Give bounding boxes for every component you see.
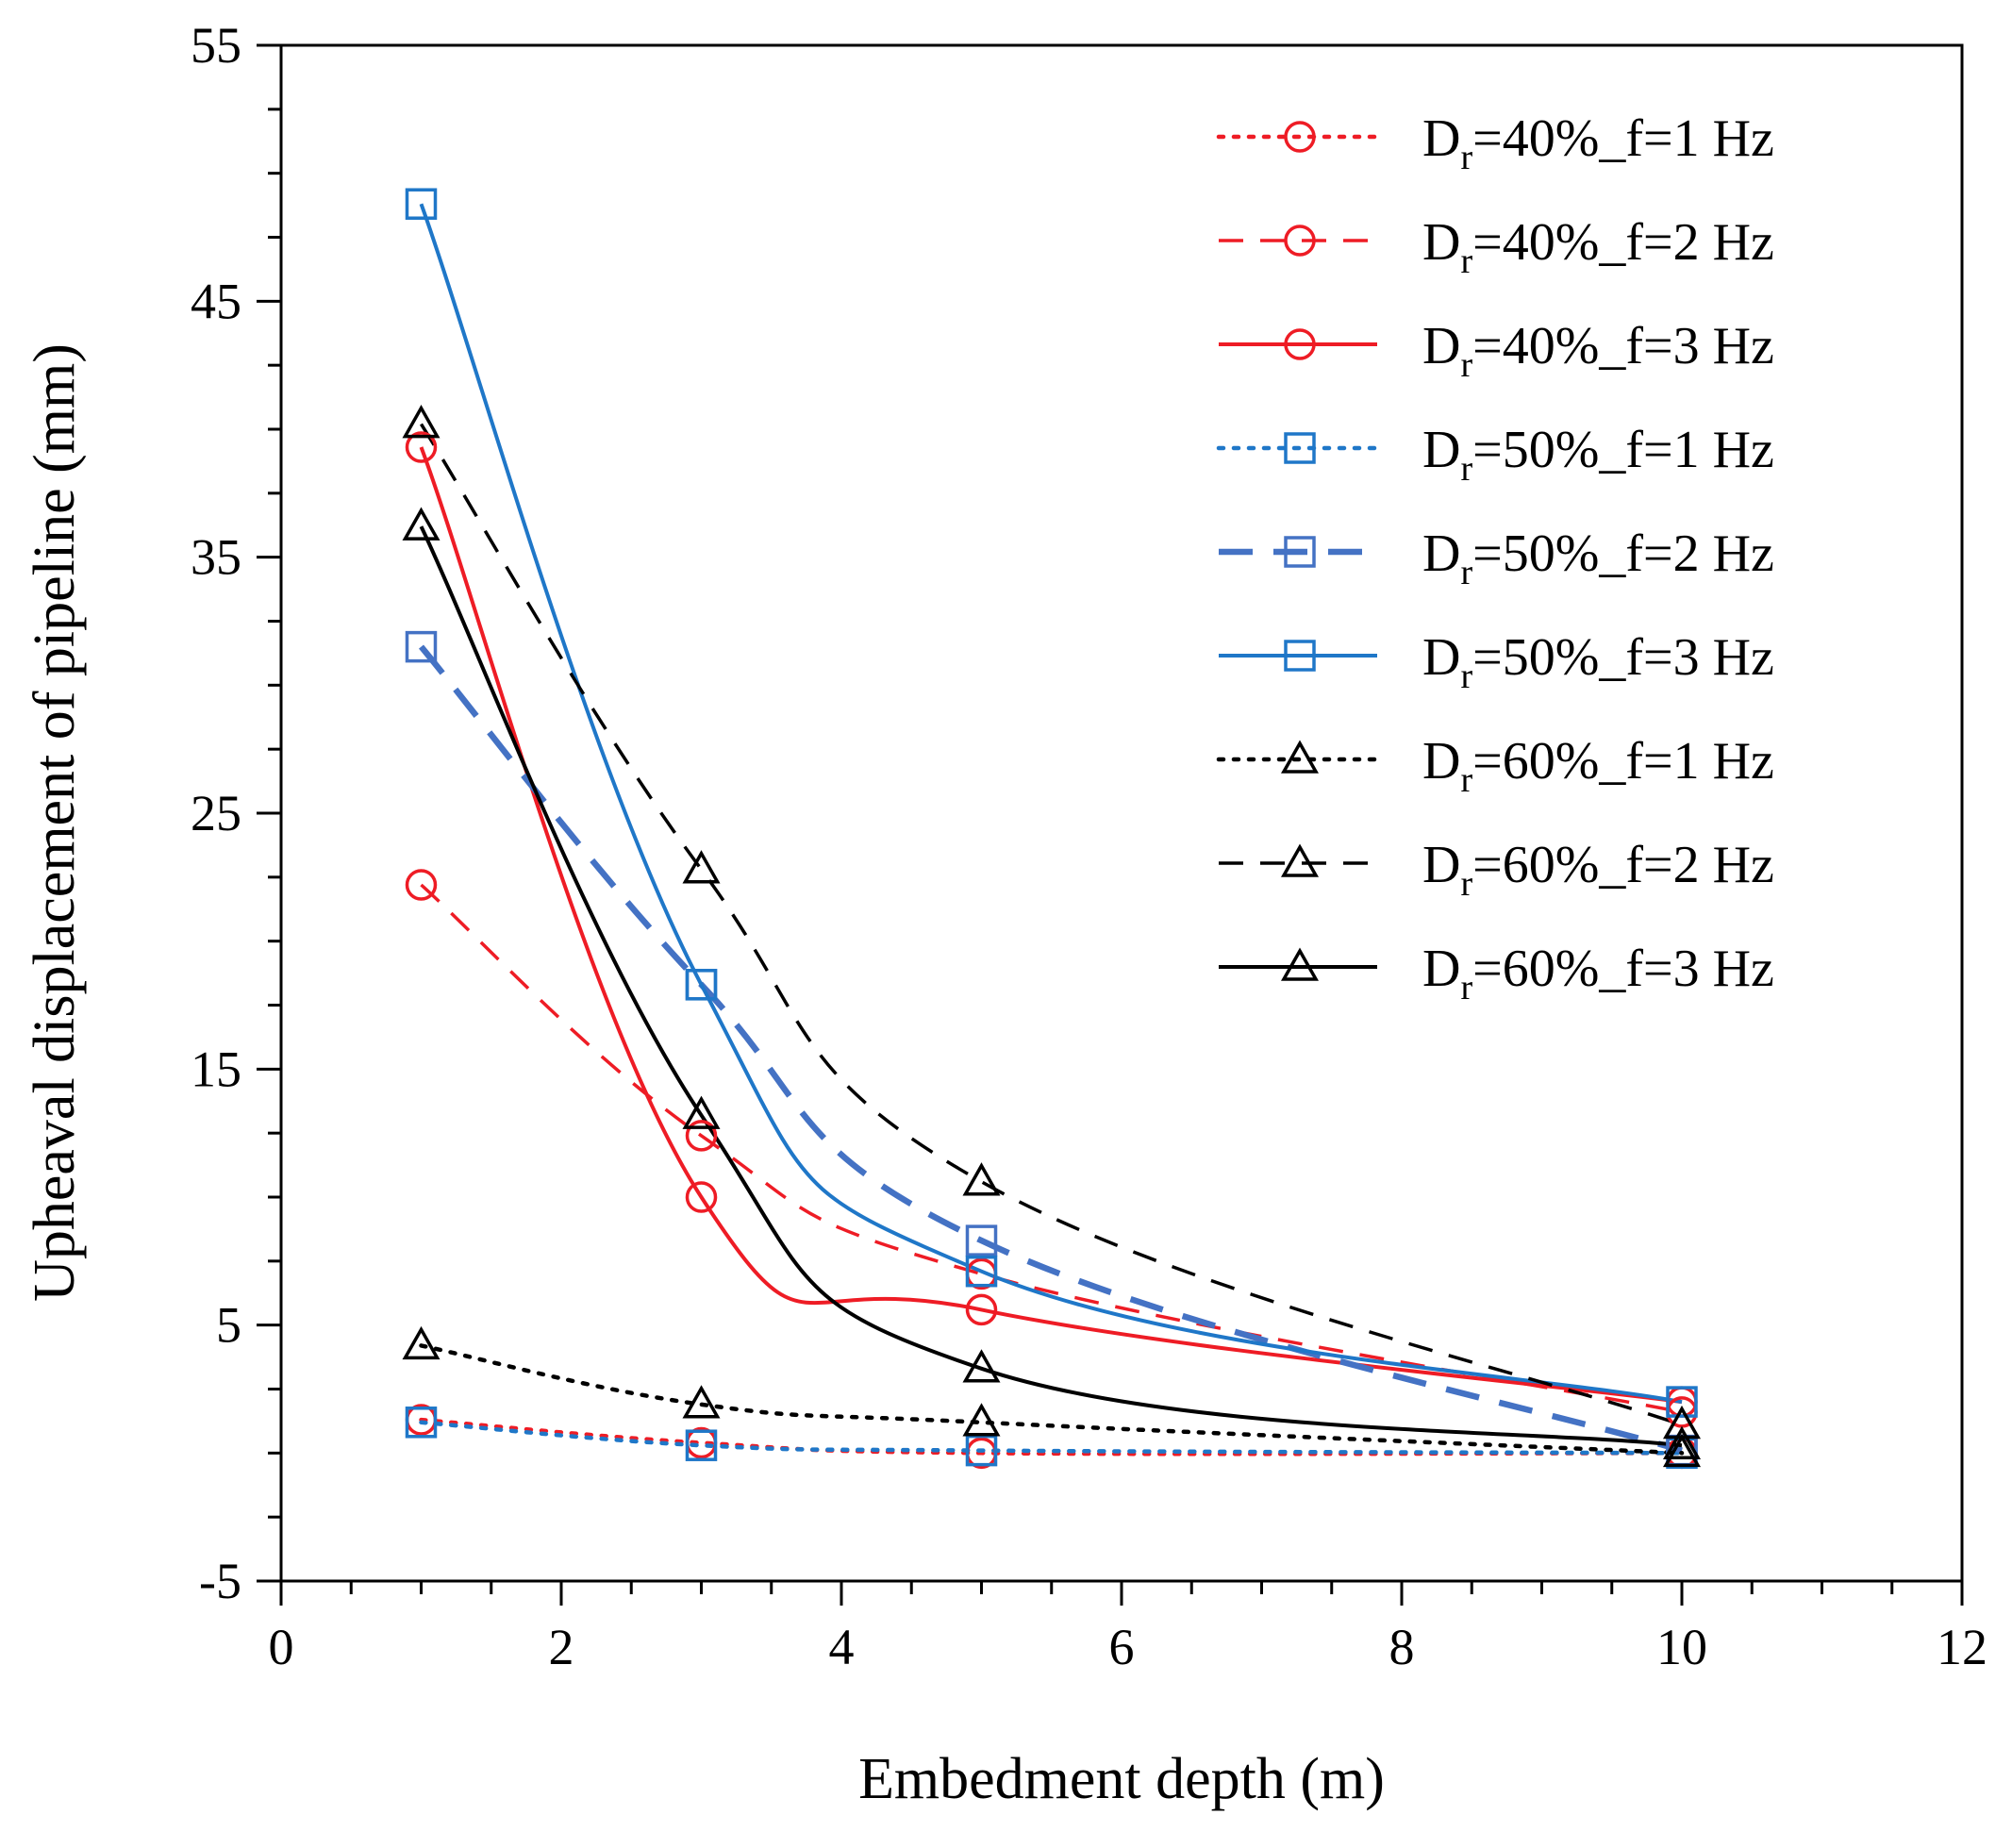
legend-marker-square xyxy=(1284,432,1316,464)
y-tick-label: 5 xyxy=(216,1297,241,1354)
data-point-triangle xyxy=(1662,1425,1702,1459)
data-point-triangle xyxy=(402,405,441,439)
x-tick-label: 10 xyxy=(1656,1619,1707,1675)
series-line-3 xyxy=(419,446,1683,1405)
x-axis-ticks: 0 2 4 6 8 10 12 xyxy=(269,1581,1987,1675)
data-point-triangle xyxy=(682,850,721,884)
legend-entry-label: Dr=40%_f=2 Hz xyxy=(1422,213,1774,281)
data-point-circle xyxy=(685,1181,718,1213)
series-line-5 xyxy=(418,644,1683,1454)
legend-marker-square xyxy=(1284,536,1316,568)
data-point-circle xyxy=(965,1293,998,1326)
legend-marker-triangle xyxy=(1280,843,1320,877)
data-point-square xyxy=(685,1429,718,1461)
legend: Dr=40%_f=1 Hz Dr=40%_f=2 Hz Dr=40%_f=3 Hz D… xyxy=(1216,109,1774,1007)
y-tick-label: 35 xyxy=(191,529,241,586)
data-point-square xyxy=(685,969,718,1001)
data-point-circle xyxy=(685,1120,718,1152)
data-point-triangle xyxy=(962,1403,1001,1437)
x-tick-label: 6 xyxy=(1109,1619,1135,1675)
x-tick-label: 4 xyxy=(829,1619,855,1675)
legend-entry-label: Dr=50%_f=1 Hz xyxy=(1422,421,1774,489)
legend-entry-label: Dr=40%_f=1 Hz xyxy=(1422,109,1774,177)
y-axis-ticks: -5 5 15 25 35 45 55 xyxy=(191,17,281,1609)
x-tick-label: 12 xyxy=(1937,1619,1987,1675)
data-point-triangle xyxy=(682,1385,721,1419)
series-line-7 xyxy=(419,1343,1685,1456)
data-point-triangle xyxy=(402,1325,441,1360)
legend-entry-label: Dr=50%_f=2 Hz xyxy=(1422,524,1774,592)
data-point-square xyxy=(965,1224,998,1257)
series-line-8 xyxy=(420,423,1683,1427)
data-point-triangle xyxy=(402,507,441,541)
legend-entry-label: Dr=60%_f=3 Hz xyxy=(1422,940,1774,1007)
legend-marker-circle xyxy=(1284,328,1316,360)
legend-marker-circle xyxy=(1284,225,1316,257)
x-tick-label: 8 xyxy=(1389,1619,1415,1675)
series-line-6 xyxy=(419,203,1683,1405)
data-point-square xyxy=(1666,1386,1698,1418)
y-tick-label: 15 xyxy=(191,1041,241,1097)
plot-area-frame xyxy=(279,43,1964,1583)
legend-marker-triangle xyxy=(1280,947,1320,981)
data-point-square xyxy=(405,630,438,663)
data-point-triangle xyxy=(682,1095,721,1129)
data-point-triangle xyxy=(1662,1405,1702,1440)
legend-entry-label: Dr=50%_f=3 Hz xyxy=(1422,628,1774,696)
data-point-square xyxy=(405,188,438,220)
x-axis-title: Embedment depth (m) xyxy=(858,1747,1385,1811)
data-point-circle xyxy=(405,431,438,463)
data-point-square xyxy=(965,1255,998,1288)
data-point-triangle xyxy=(1662,1433,1702,1468)
plot-markers xyxy=(402,188,1702,1470)
y-tick-label: 55 xyxy=(191,17,241,74)
y-tick-label: -5 xyxy=(199,1553,241,1609)
legend-entry-label: Dr=60%_f=1 Hz xyxy=(1422,732,1774,800)
legend-marker-circle xyxy=(1284,121,1316,153)
data-point-triangle xyxy=(962,1162,1001,1196)
y-axis-title: Upheaval displacement of pipeline (mm) xyxy=(23,343,87,1302)
x-tick-label: 2 xyxy=(549,1619,574,1675)
legend-entry-label: Dr=40%_f=3 Hz xyxy=(1422,317,1774,385)
data-point-square xyxy=(405,1407,438,1439)
legend-marker-square xyxy=(1284,640,1316,672)
series-line-9 xyxy=(419,525,1683,1448)
y-tick-label: 45 xyxy=(191,273,241,329)
data-point-triangle xyxy=(962,1349,1001,1383)
legend-marker-triangle xyxy=(1280,740,1320,774)
data-point-circle xyxy=(405,869,438,901)
y-tick-label: 25 xyxy=(191,785,241,841)
plot-lines xyxy=(418,203,1685,1457)
data-point-square xyxy=(965,1434,998,1467)
series-line-4 xyxy=(419,1420,1685,1456)
legend-entry-label: Dr=60%_f=2 Hz xyxy=(1422,836,1774,904)
x-tick-label: 0 xyxy=(269,1619,294,1675)
